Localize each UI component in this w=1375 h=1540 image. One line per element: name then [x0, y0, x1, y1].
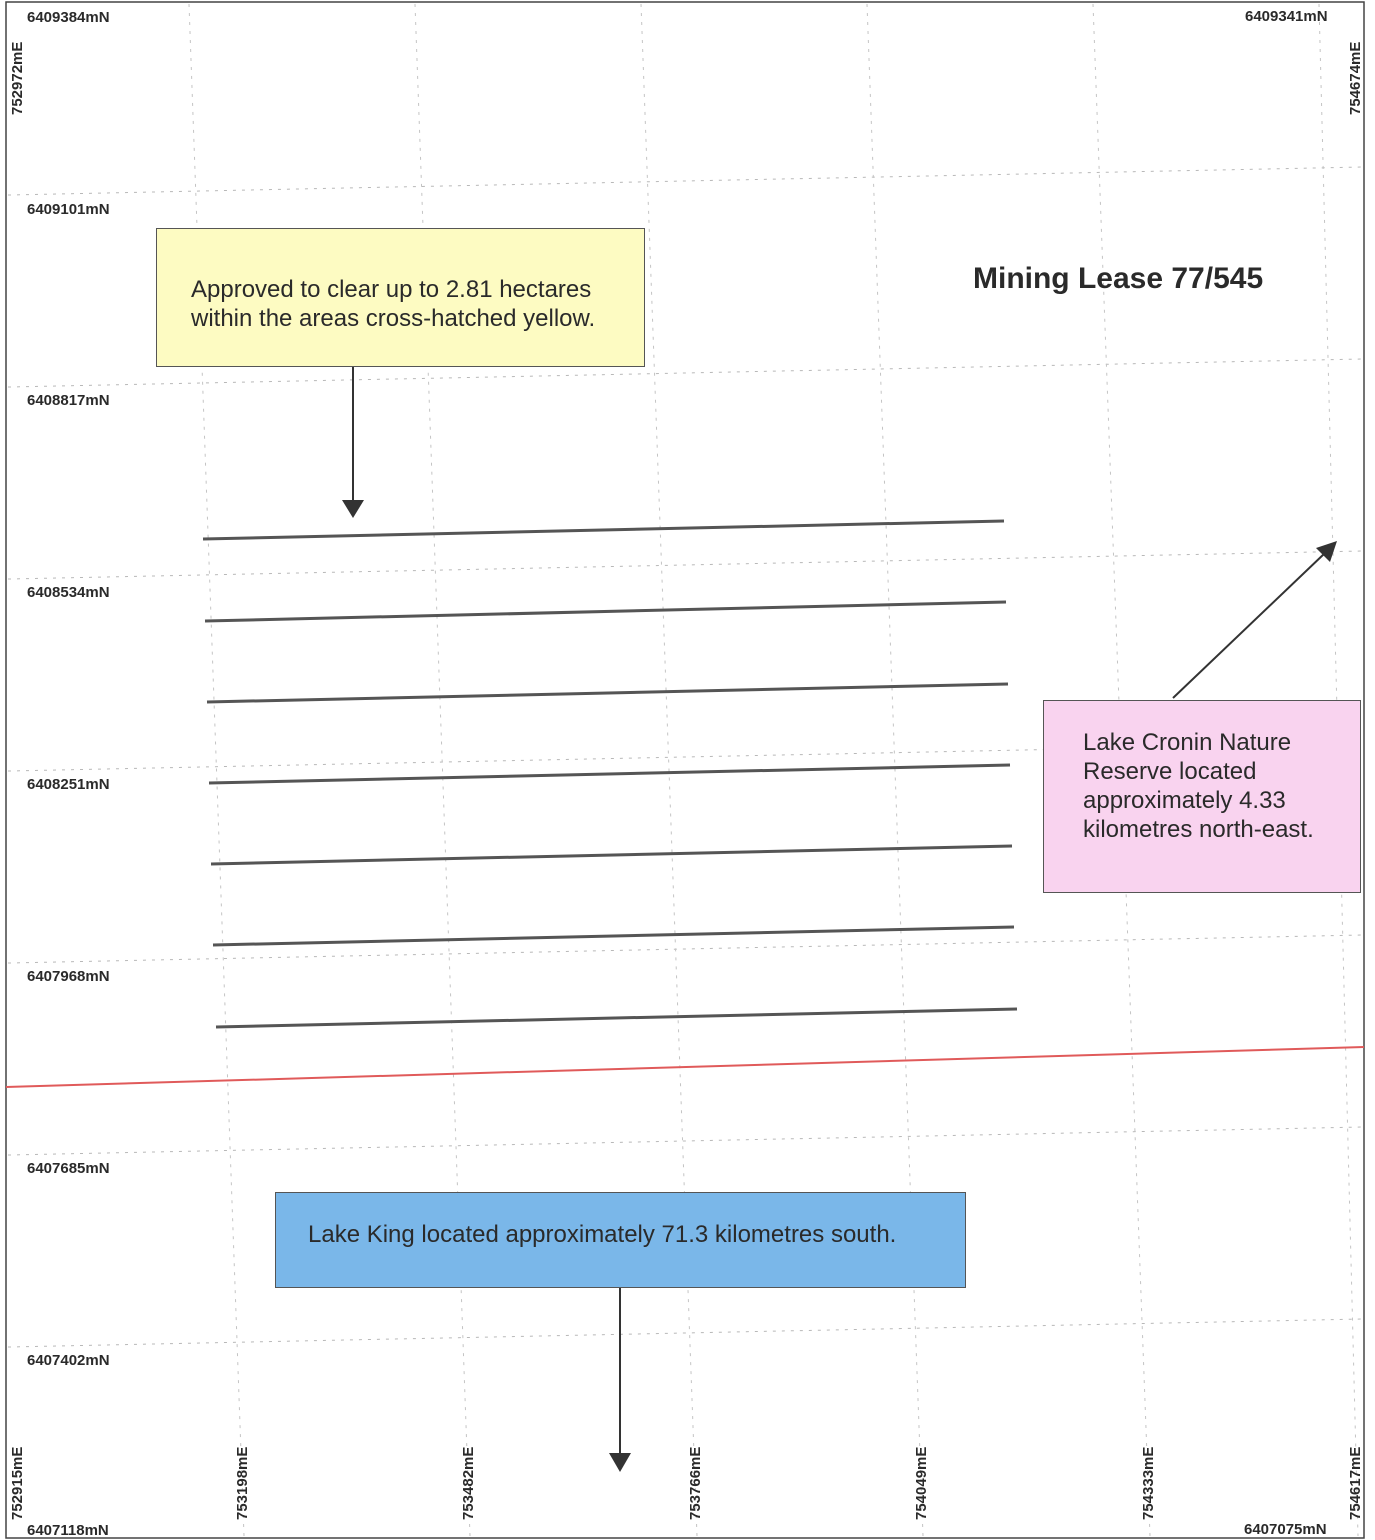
corner-top-right-northing: 6409341mN: [1245, 8, 1328, 25]
boundary-line: [5, 1046, 1365, 1088]
nature-reserve-callout-line: approximately 4.33: [1083, 787, 1286, 814]
clearing-line: [215, 1007, 1018, 1029]
northing-label: 6407685mN: [27, 1160, 110, 1177]
clearing-line: [212, 925, 1015, 947]
lake-king-callout-text: Lake King located approximately 71.3 kil…: [308, 1221, 897, 1248]
northing-label: 6407402mN: [27, 1352, 110, 1369]
clearing-callout-line: within the areas cross-hatched yellow.: [191, 305, 596, 332]
south-arrow: [609, 1288, 631, 1472]
clearing-arrow: [342, 367, 364, 518]
lake-king-callout: Lake King located approximately 71.3 kil…: [275, 1192, 966, 1288]
nature-reserve-callout-line: Lake Cronin Nature: [1083, 729, 1292, 756]
northing-label: 6408534mN: [27, 584, 110, 601]
nature-reserve-callout-line: Reserve located: [1083, 758, 1257, 785]
clearing-line: [204, 600, 1007, 623]
clearing-callout-line: Approved to clear up to 2.81 hectares: [191, 276, 592, 303]
northing-grid-lines: [7, 166, 1363, 1348]
clearing-lines: [202, 519, 1018, 1029]
northing-label: 6409101mN: [27, 201, 110, 218]
corner-bottom-left-northing: 6407118mN: [27, 1522, 109, 1539]
corner-top-left-northing: 6409384mN: [27, 9, 110, 26]
clearing-line: [210, 844, 1013, 866]
north-east-arrow: [1172, 541, 1337, 699]
clearing-line: [206, 682, 1009, 704]
clearing-line: [208, 763, 1011, 785]
northing-label: 6408251mN: [27, 776, 110, 793]
nature-reserve-callout-line: kilometres north-east.: [1083, 816, 1314, 843]
map-border: [5, 1, 1365, 1539]
clearing-callout: Approved to clear up to 2.81 hectares wi…: [156, 228, 645, 367]
lease-title: Mining Lease 77/545: [973, 262, 1264, 295]
northing-label: 6407968mN: [27, 968, 110, 985]
clearing-line: [202, 519, 1005, 541]
nature-reserve-callout: Lake Cronin Nature Reserve located appro…: [1043, 700, 1361, 893]
northing-label: 6408817mN: [27, 392, 110, 409]
corner-bottom-right-northing: 6407075mN: [1244, 1521, 1327, 1538]
